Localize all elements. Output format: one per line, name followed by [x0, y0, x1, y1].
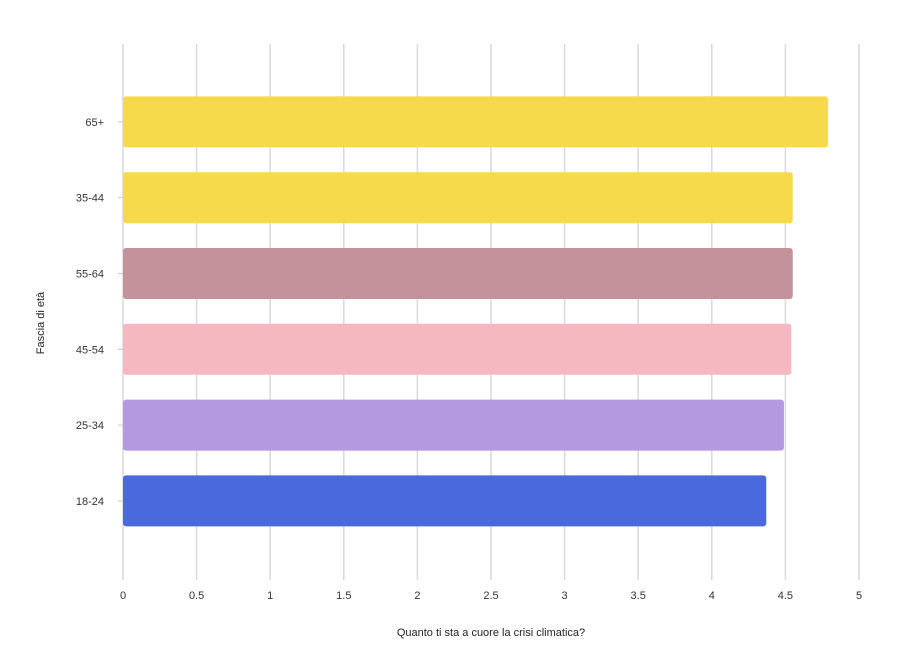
x-axis-ticks: 0 0.5 1 1.5 2 2.5 3 3.5 4 4.5 5 [120, 590, 862, 602]
bar-35-44 [123, 172, 793, 224]
x-tick-label: 5 [856, 590, 862, 602]
y-tick-label: 65+ [85, 117, 104, 129]
bar-65+ [123, 96, 829, 148]
bar-18-24 [123, 475, 767, 527]
y-axis-title: Fascia di età [35, 291, 47, 354]
x-tick-label: 1 [267, 590, 273, 602]
y-tick-label: 25-34 [76, 420, 104, 432]
x-tick-label: 3.5 [631, 590, 646, 602]
x-tick-label: 4.5 [778, 590, 793, 602]
x-tick-label: 2 [414, 590, 420, 602]
y-tick-label: 18-24 [76, 496, 104, 508]
bar-55-64 [123, 248, 793, 299]
bar-25-34 [123, 399, 784, 451]
x-tick-label: 3 [562, 590, 568, 602]
bar-45-54 [123, 323, 792, 375]
x-tick-label: 4 [709, 590, 715, 602]
x-axis-title: Quanto ti sta a cuore la crisi climatica… [397, 627, 585, 639]
y-tick-label: 45-54 [76, 344, 104, 356]
y-tick-label: 35-44 [76, 193, 104, 205]
y-tick-label: 55-64 [76, 269, 104, 281]
x-tick-label: 0 [120, 590, 126, 602]
y-axis-ticks: 65+ 35-44 55-64 45-54 25-34 18-24 [76, 117, 123, 508]
x-tick-label: 0.5 [189, 590, 204, 602]
bars [123, 96, 829, 527]
x-tick-label: 1.5 [336, 590, 351, 602]
x-tick-label: 2.5 [483, 590, 498, 602]
